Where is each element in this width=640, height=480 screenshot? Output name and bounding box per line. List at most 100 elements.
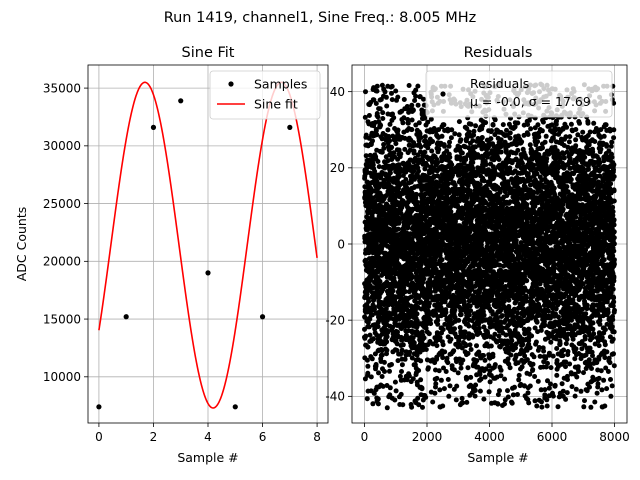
residual-point — [418, 262, 424, 268]
residual-point — [414, 352, 420, 358]
sine-fit-samples — [96, 98, 293, 410]
residual-point — [408, 294, 414, 300]
residual-point — [442, 143, 447, 149]
residual-point — [365, 363, 371, 369]
sine-fit-title: Sine Fit — [182, 45, 235, 61]
residual-point — [371, 97, 377, 103]
sine-fit-sample-point — [178, 98, 184, 104]
sine-fit-sample-point — [287, 124, 293, 130]
residuals-x-tick-label: 6000 — [537, 430, 568, 444]
residual-point — [375, 324, 381, 330]
residual-point — [409, 102, 415, 108]
residuals-title: Residuals — [464, 45, 533, 61]
residual-point — [447, 139, 452, 145]
residual-point — [436, 127, 442, 133]
residual-point — [389, 362, 394, 367]
residual-point — [435, 160, 440, 166]
residual-point — [407, 147, 413, 153]
residual-point — [374, 179, 380, 184]
residual-point — [492, 117, 498, 123]
residual-point — [412, 98, 418, 103]
residual-point — [401, 285, 407, 291]
residual-point — [463, 157, 469, 163]
residual-point — [364, 357, 370, 363]
residual-point — [409, 404, 415, 410]
residual-point — [420, 404, 425, 410]
sine-fit-frame — [87, 64, 329, 424]
sine-fit-y-label: ADC Counts — [14, 207, 29, 282]
residual-point — [429, 148, 435, 154]
residual-point — [392, 397, 398, 403]
residual-point — [376, 164, 382, 170]
residual-point — [483, 120, 489, 126]
residual-point — [384, 334, 390, 340]
residual-point — [379, 352, 385, 358]
residual-point — [464, 399, 470, 405]
residual-point — [383, 94, 389, 100]
residual-point — [374, 88, 380, 94]
residual-point — [370, 138, 375, 144]
residual-point — [409, 355, 415, 361]
sine-fit-y-tick-label: 10000 — [43, 370, 81, 384]
residual-point — [415, 83, 421, 89]
residual-point — [373, 101, 379, 106]
residual-point — [424, 162, 430, 168]
residual-point — [465, 351, 471, 356]
residual-point — [379, 82, 385, 88]
residual-point — [391, 115, 397, 121]
sine-fit-x-label: Sample # — [177, 450, 238, 465]
residual-point — [393, 388, 399, 394]
residuals-y-tick-label: -40 — [325, 390, 345, 404]
residual-point — [391, 150, 397, 156]
residual-point — [448, 135, 454, 141]
residual-point — [380, 383, 386, 389]
residual-point — [410, 274, 416, 280]
sine-fit-x-tick-label: 8 — [313, 430, 321, 444]
residual-point — [434, 343, 440, 349]
residual-point — [428, 321, 434, 327]
residual-point — [422, 134, 428, 140]
residual-point — [419, 386, 425, 392]
residual-point — [479, 135, 485, 140]
residual-point — [477, 388, 483, 394]
residual-point — [427, 222, 433, 228]
sine-fit-legend-samples-label: Samples — [254, 77, 307, 92]
residual-point — [417, 131, 423, 137]
residual-point — [363, 132, 369, 138]
residual-point — [390, 288, 396, 294]
sine-fit-sample-point — [150, 124, 157, 130]
sine-fit-sample-point — [259, 314, 266, 320]
residual-point — [378, 122, 384, 128]
residual-point — [402, 289, 408, 295]
residual-point — [508, 352, 514, 358]
sine-fit-x-tick-label: 4 — [204, 430, 212, 444]
residuals-y-tick-label: 0 — [337, 237, 345, 251]
residual-point — [384, 220, 390, 226]
residual-point — [413, 93, 419, 99]
residual-point — [400, 402, 406, 408]
residual-point — [413, 191, 419, 197]
residual-point — [374, 83, 380, 89]
residual-point — [386, 134, 392, 139]
residual-point — [363, 89, 368, 95]
residual-point — [513, 237, 519, 243]
residual-point — [389, 83, 395, 89]
residual-point — [411, 340, 417, 346]
residual-point — [389, 97, 395, 103]
residual-point — [481, 353, 486, 358]
residual-point — [496, 157, 502, 162]
residuals-y-tick-label: 20 — [330, 161, 345, 175]
residual-point — [430, 341, 436, 347]
residual-point — [458, 312, 464, 318]
residual-point — [488, 343, 494, 349]
residual-point — [415, 395, 421, 401]
residual-point — [445, 377, 451, 382]
residual-point — [379, 149, 385, 155]
residual-point — [513, 228, 519, 234]
residual-point — [422, 149, 428, 155]
residual-point — [458, 365, 464, 371]
sine-fit-sample-point — [96, 404, 102, 410]
residual-point — [515, 392, 520, 397]
residual-point — [418, 358, 424, 364]
